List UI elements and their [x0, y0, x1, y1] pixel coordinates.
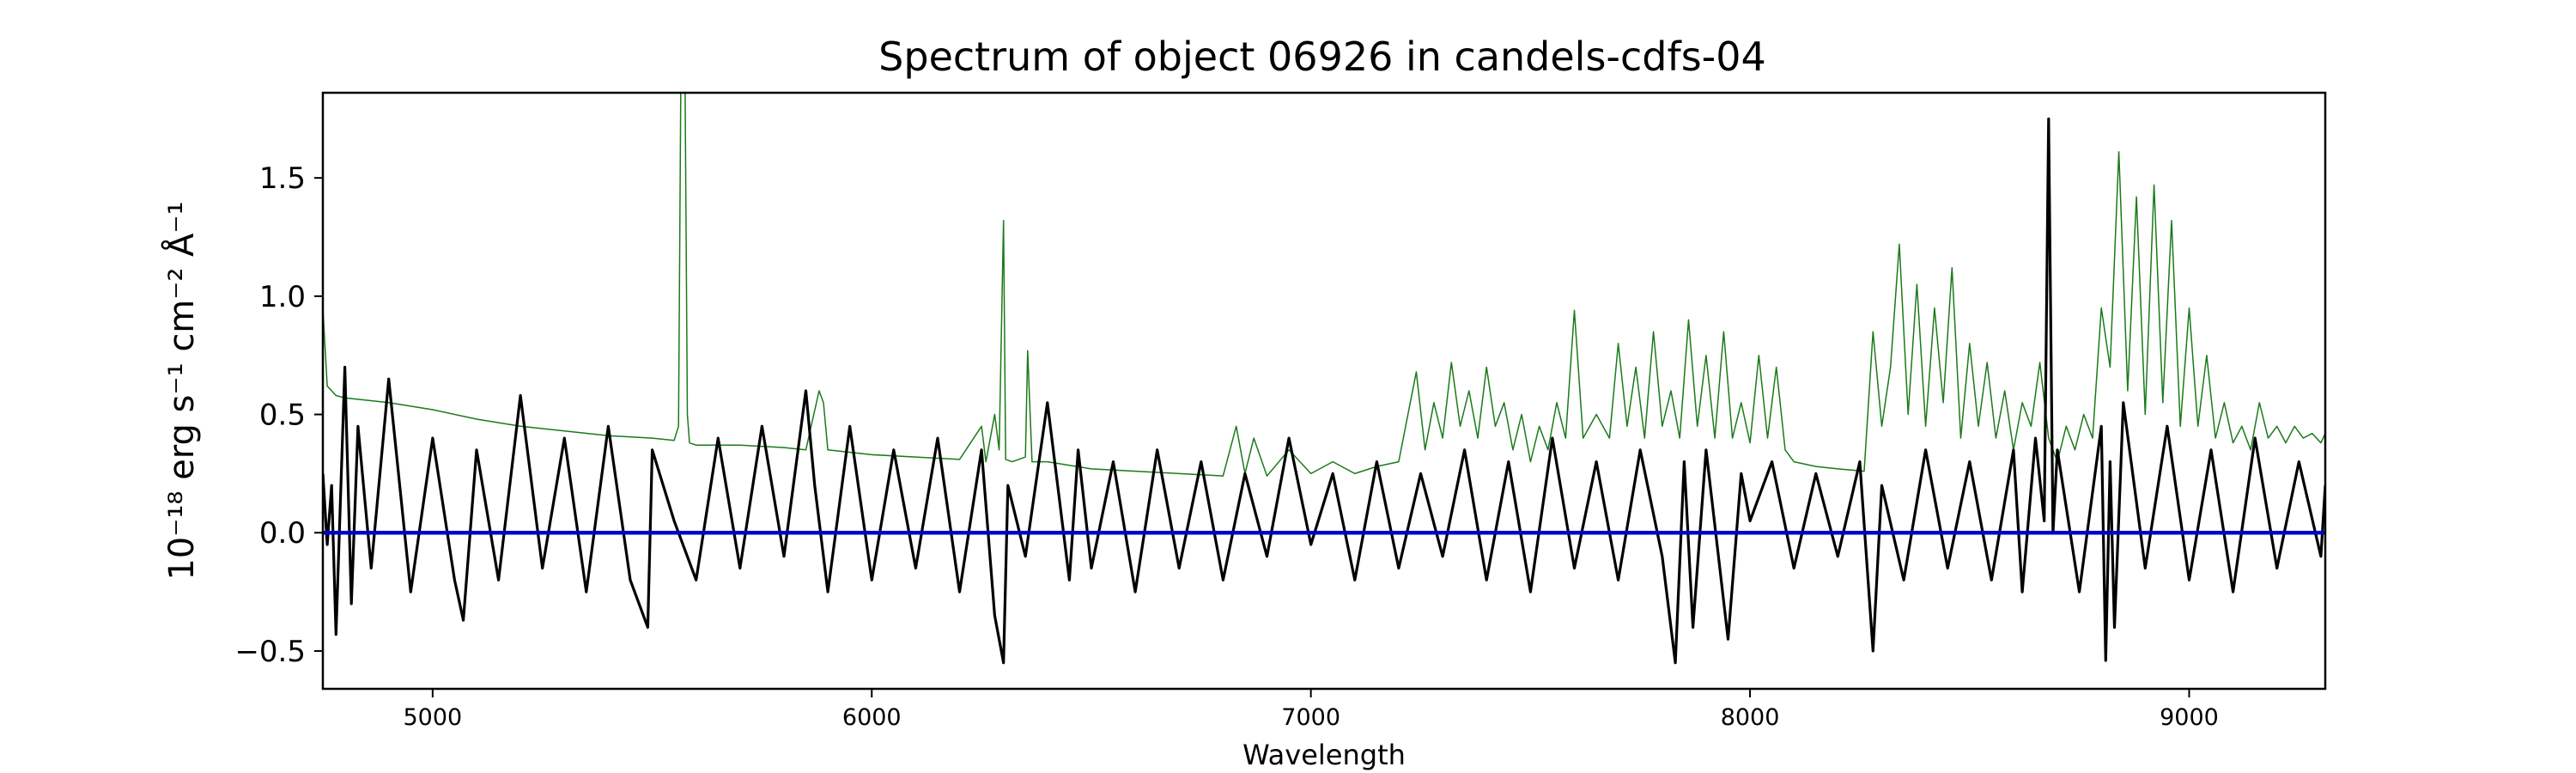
y-axis-label: 10⁻¹⁸ erg s⁻¹ cm⁻² Å⁻¹ — [161, 201, 202, 580]
y-tick-label: 1.0 — [259, 280, 306, 314]
x-tick-label: 6000 — [842, 704, 902, 731]
x-axis-label: Wavelength — [1242, 739, 1406, 771]
y-axis: −0.5 0.0 0.5 1.0 1.5 — [234, 161, 323, 669]
y-tick-label: 0.0 — [259, 516, 306, 551]
y-tick-label: 0.5 — [259, 399, 306, 433]
plot-area — [321, 91, 2327, 691]
series-line-flux — [323, 117, 2325, 665]
y-tick-label: 1.5 — [259, 161, 306, 196]
chart-title: Spectrum of object 06926 in candels-cdfs… — [878, 33, 1766, 80]
x-axis: 5000 6000 7000 8000 9000 — [403, 689, 2219, 731]
y-tick-label: −0.5 — [234, 635, 306, 669]
series-layer — [323, 93, 2325, 665]
x-tick-label: 7000 — [1281, 704, 1340, 731]
x-tick-label: 9000 — [2160, 704, 2219, 731]
series-line-noise — [323, 93, 2325, 477]
axes-frame — [321, 91, 2327, 691]
x-tick-label: 8000 — [1721, 704, 1780, 731]
x-tick-label: 5000 — [403, 704, 462, 731]
